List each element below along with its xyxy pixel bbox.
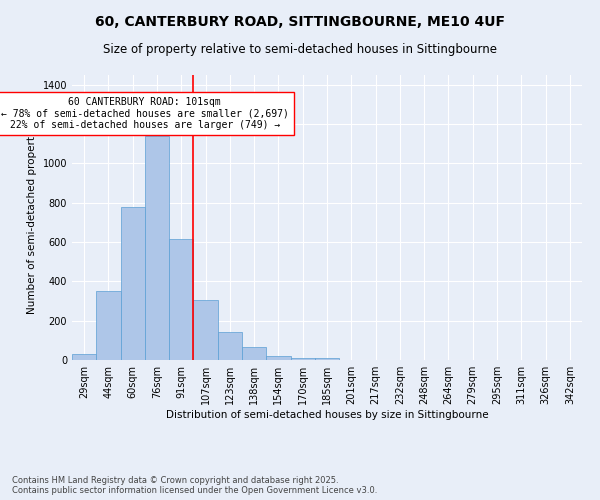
X-axis label: Distribution of semi-detached houses by size in Sittingbourne: Distribution of semi-detached houses by … [166,410,488,420]
Bar [290,358,315,360]
Bar [242,347,266,360]
Bar [315,358,339,360]
Text: Size of property relative to semi-detached houses in Sittingbourne: Size of property relative to semi-detach… [103,42,497,56]
Bar [218,332,242,360]
Y-axis label: Number of semi-detached properties: Number of semi-detached properties [27,121,37,314]
Bar [121,206,145,360]
Bar [72,354,96,360]
Bar [145,136,169,360]
Bar [266,356,290,360]
Bar [193,300,218,360]
Text: Contains HM Land Registry data © Crown copyright and database right 2025.
Contai: Contains HM Land Registry data © Crown c… [12,476,377,495]
Bar [169,239,193,360]
Text: 60 CANTERBURY ROAD: 101sqm
← 78% of semi-detached houses are smaller (2,697)
22%: 60 CANTERBURY ROAD: 101sqm ← 78% of semi… [1,96,289,130]
Bar [96,291,121,360]
Text: 60, CANTERBURY ROAD, SITTINGBOURNE, ME10 4UF: 60, CANTERBURY ROAD, SITTINGBOURNE, ME10… [95,15,505,29]
